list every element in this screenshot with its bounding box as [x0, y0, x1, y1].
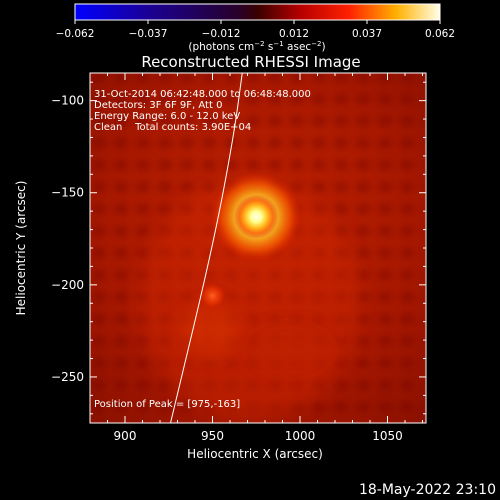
annotation-detectors: Detectors: 3F 6F 9F, Att 0 — [94, 100, 222, 111]
colorbar-units-label: (photons cm−2 s−1 asec−2) — [188, 40, 325, 53]
colorbar-gradient — [74, 3, 441, 21]
annotation-energy-range: Energy Range: 6.0 - 12.0 keV — [94, 111, 240, 122]
colorbar-tick-label: 0.012 — [279, 28, 309, 40]
colorbar-tick-label: 0.037 — [352, 28, 382, 40]
timestamp: 18-May-2022 23:10 — [359, 482, 496, 498]
peak-position-label: Position of Peak = [975,-163] — [94, 399, 240, 410]
annotation-clean-counts: Clean Total counts: 3.90E+04 — [94, 122, 251, 133]
y-tick-label: −100 — [51, 94, 84, 108]
colorbar-tick-label: −0.062 — [56, 28, 95, 40]
x-tick-label: 1050 — [372, 429, 403, 443]
y-tick-label: −200 — [51, 278, 84, 292]
y-tick-label: −250 — [51, 370, 84, 384]
image-title: Reconstructed RHESSI Image — [141, 53, 360, 71]
solar-limb — [170, 73, 243, 423]
x-tick-label: 1000 — [285, 429, 316, 443]
colorbar-tick-label: 0.062 — [425, 28, 455, 40]
peak-source — [234, 194, 279, 239]
x-tick-label: 950 — [201, 429, 224, 443]
secondary-source — [198, 281, 227, 310]
y-axis-label: Heliocentric Y (arcsec) — [14, 181, 28, 316]
colorbar-ticks: −0.062 −0.037 −0.012 0.012 0.037 0.062 — [56, 20, 455, 40]
colorbar-tick-label: −0.012 — [202, 28, 241, 40]
y-axis-ticks: −100 −150 −200 −250 — [51, 81, 426, 415]
x-tick-label: 900 — [114, 429, 137, 443]
y-tick-label: −150 — [51, 186, 84, 200]
image-area — [90, 73, 426, 423]
x-axis-label: Heliocentric X (arcsec) — [187, 447, 323, 461]
annotation-time-range: 31-Oct-2014 06:42:48.000 to 06:48:48.000 — [94, 89, 311, 100]
colorbar-tick-label: −0.037 — [129, 28, 168, 40]
x-axis-ticks: 900 950 1000 1050 — [89, 73, 423, 443]
